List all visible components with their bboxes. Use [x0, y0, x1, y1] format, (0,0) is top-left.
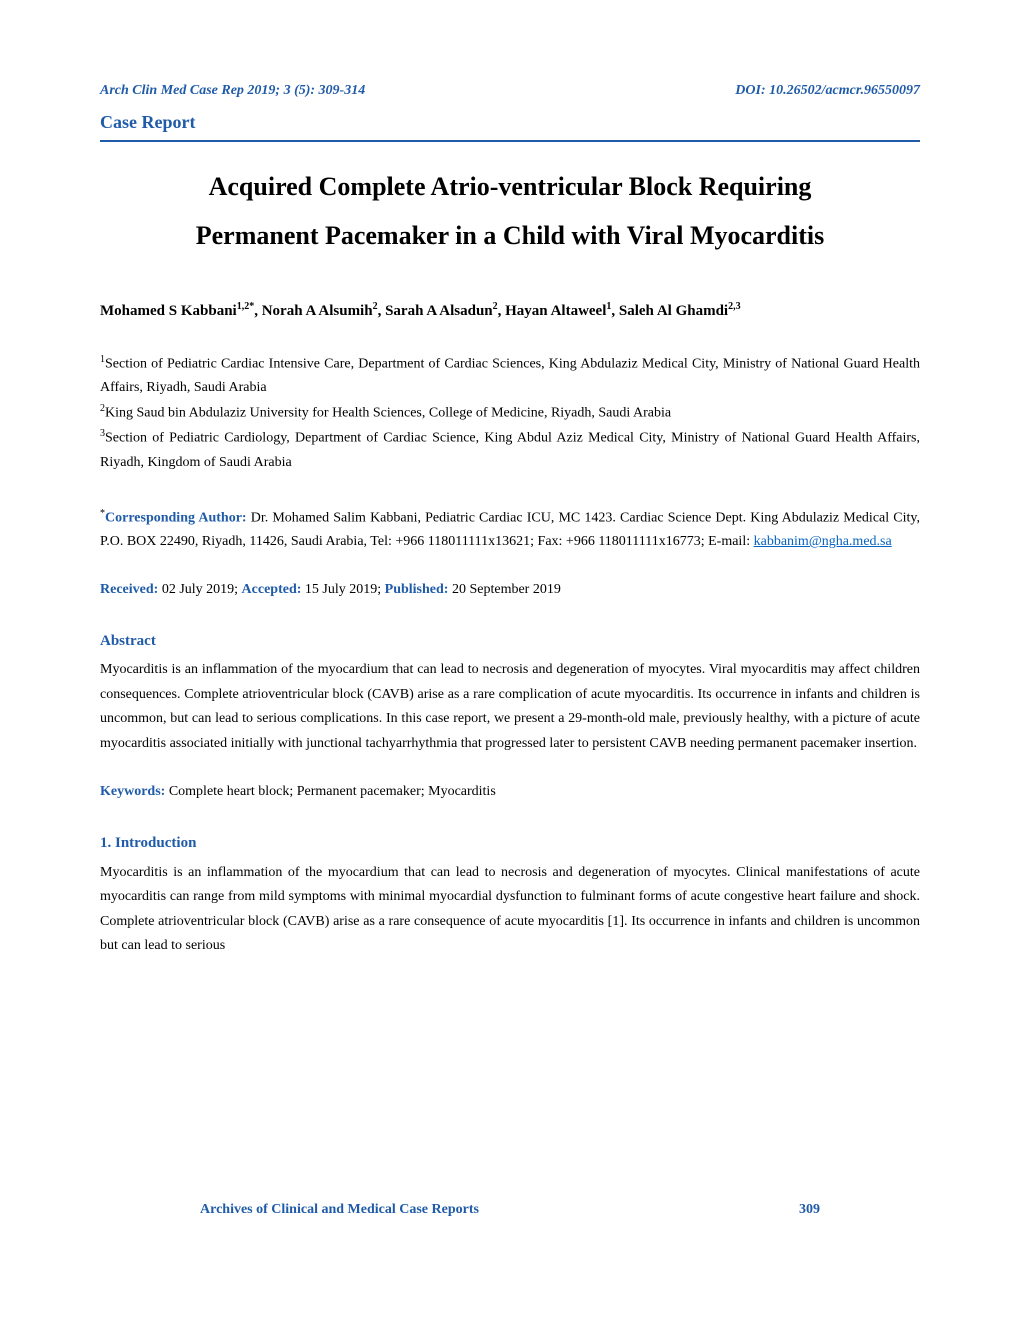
published-label: Published: — [385, 582, 449, 597]
publication-dates: Received: 02 July 2019; Accepted: 15 Jul… — [100, 579, 920, 600]
affiliations: 1Section of Pediatric Cardiac Intensive … — [100, 351, 920, 475]
corresponding-email-link[interactable]: kabbanim@ngha.med.sa — [754, 534, 892, 549]
page-number: 309 — [799, 1199, 820, 1220]
authors: Mohamed S Kabbani1,2*, Norah A Alsumih2,… — [100, 296, 920, 326]
keywords-label: Keywords: — [100, 784, 165, 799]
corresponding-author: *Corresponding Author: Dr. Mohamed Salim… — [100, 505, 920, 554]
introduction-heading: 1. Introduction — [100, 832, 920, 855]
running-footer: Archives of Clinical and Medical Case Re… — [200, 1199, 820, 1220]
page: Arch Clin Med Case Rep 2019; 3 (5): 309-… — [100, 80, 920, 1270]
received-value: 02 July 2019; — [158, 582, 241, 597]
running-header: Arch Clin Med Case Rep 2019; 3 (5): 309-… — [100, 80, 920, 101]
footer-journal-name: Archives of Clinical and Medical Case Re… — [200, 1199, 479, 1220]
introduction-text: Myocarditis is an inflammation of the my… — [100, 861, 920, 959]
keywords: Keywords: Complete heart block; Permanen… — [100, 781, 920, 802]
abstract-text: Myocarditis is an inflammation of the my… — [100, 658, 920, 756]
published-value: 20 September 2019 — [448, 582, 560, 597]
article-title: Acquired Complete Atrio-ventricular Bloc… — [100, 162, 920, 261]
title-line-1: Acquired Complete Atrio-ventricular Bloc… — [100, 162, 920, 211]
doi: DOI: 10.26502/acmcr.96550097 — [735, 80, 920, 101]
abstract-heading: Abstract — [100, 630, 920, 653]
header-divider — [100, 140, 920, 142]
article-type: Case Report — [100, 109, 920, 136]
affiliation-3: 3Section of Pediatric Cardiology, Depart… — [100, 425, 920, 474]
affiliation-1: 1Section of Pediatric Cardiac Intensive … — [100, 351, 920, 400]
journal-reference: Arch Clin Med Case Rep 2019; 3 (5): 309-… — [100, 80, 365, 101]
keywords-text: Complete heart block; Permanent pacemake… — [165, 784, 495, 799]
corresponding-label: Corresponding Author: — [105, 510, 247, 525]
accepted-label: Accepted: — [242, 582, 302, 597]
affiliation-2: 2King Saud bin Abdulaziz University for … — [100, 400, 920, 425]
received-label: Received: — [100, 582, 158, 597]
title-line-2: Permanent Pacemaker in a Child with Vira… — [100, 211, 920, 260]
accepted-value: 15 July 2019; — [301, 582, 384, 597]
